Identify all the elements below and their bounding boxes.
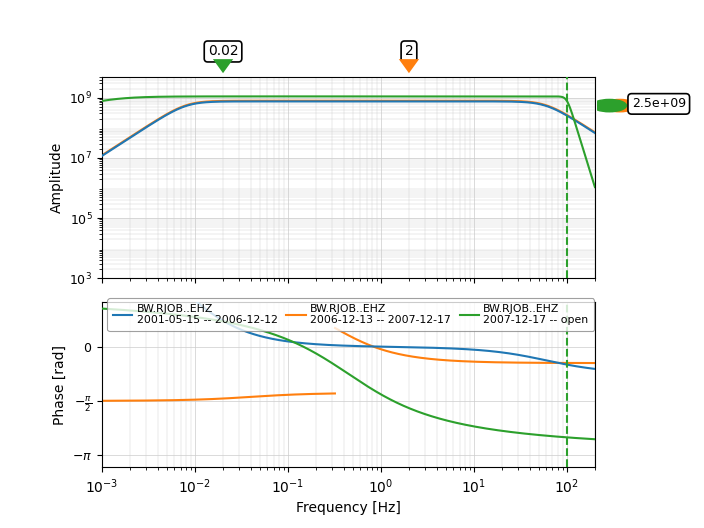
X-axis label: Frequency [Hz]: Frequency [Hz]: [296, 501, 401, 515]
Polygon shape: [213, 59, 233, 73]
Circle shape: [603, 99, 637, 112]
Circle shape: [592, 99, 627, 112]
Polygon shape: [399, 59, 419, 73]
Text: 2.5e+09: 2.5e+09: [631, 97, 686, 110]
Y-axis label: Amplitude: Amplitude: [50, 142, 64, 213]
Text: 2: 2: [405, 44, 413, 59]
Text: 0.02: 0.02: [208, 44, 239, 59]
Y-axis label: Phase [rad]: Phase [rad]: [53, 345, 67, 425]
Legend: BW.RJOB..EHZ
2001-05-15 -- 2006-12-12, BW.RJOB..EHZ
2006-12-13 -- 2007-12-17, BW: BW.RJOB..EHZ 2001-05-15 -- 2006-12-12, B…: [108, 298, 594, 331]
